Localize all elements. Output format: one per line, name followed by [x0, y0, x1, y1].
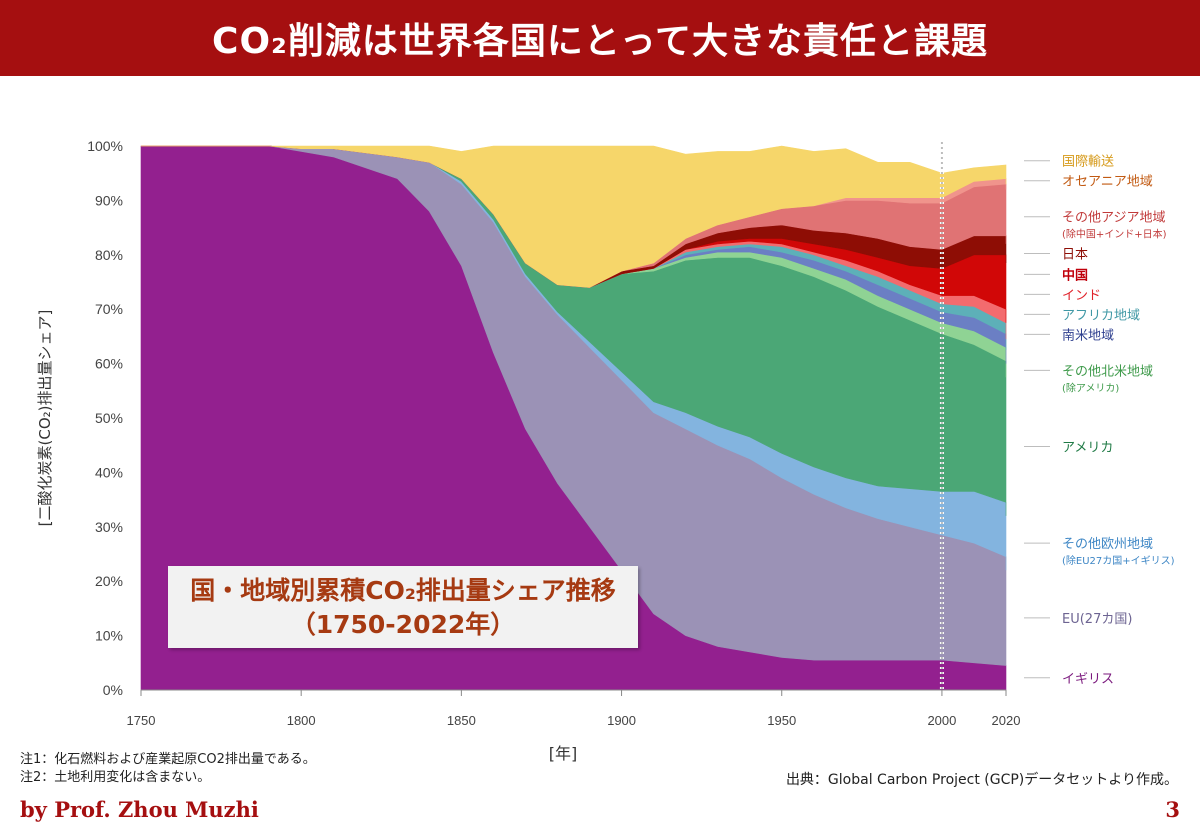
- legend-label: 南米地域: [1062, 327, 1114, 343]
- footnotes: 注1：化石燃料および産業起原CO2排出量である。 注2：土地利用変化は含まない。: [20, 751, 316, 787]
- legend-sublabel: (除アメリカ): [1062, 381, 1119, 394]
- legend-label: イギリス: [1062, 672, 1114, 687]
- y-tick-label: 50%: [95, 410, 123, 426]
- y-tick-label: 10%: [95, 628, 123, 644]
- y-tick-label: 70%: [95, 301, 123, 317]
- source-note: 出典：Global Carbon Project (GCP)データセットより作成…: [785, 772, 1178, 788]
- slide-title: CO₂削減は世界各国にとって大きな責任と課題: [212, 21, 988, 62]
- y-tick-label: 30%: [95, 519, 123, 535]
- note-2: 注2：土地利用変化は含まない。: [20, 770, 211, 785]
- y-tick-label: 0%: [103, 682, 123, 698]
- area-layers: [140, 145, 1007, 691]
- legend-label: 中国: [1062, 267, 1088, 283]
- legend-label: アフリカ地域: [1062, 308, 1140, 323]
- title-bar: CO₂削減は世界各国にとって大きな責任と課題: [0, 0, 1200, 76]
- legend-label: その他北米地域: [1062, 364, 1153, 379]
- x-axis-title: [年]: [549, 744, 578, 763]
- legend-label: アメリカ: [1062, 441, 1113, 456]
- x-tick-label: 2020: [992, 713, 1021, 728]
- axes: 0% 10% 20% 30% 40% 50% 60% 70% 80% 90% 100% 1750 180…: [36, 138, 1020, 763]
- x-tick-label: 1800: [287, 713, 316, 728]
- y-axis-title: [二酸化炭素(CO₂)排出量シェア]: [36, 310, 54, 527]
- legend-label: EU(27カ国): [1062, 612, 1132, 627]
- x-tick-label: 1900: [607, 713, 636, 728]
- legend-label: オセアニア地域: [1062, 175, 1153, 190]
- y-tick-label: 80%: [95, 247, 123, 263]
- page-number: 3: [1165, 797, 1180, 822]
- x-tick-label: 1750: [127, 713, 156, 728]
- chart-caption-box: 国・地域別累積CO₂排出量シェア推移 （1750-2022年）: [168, 566, 638, 648]
- x-tick-label: 1850: [447, 713, 476, 728]
- y-tick-label: 60%: [95, 356, 123, 372]
- y-tick-label: 90%: [95, 192, 123, 208]
- x-tick-label: 1950: [767, 713, 796, 728]
- area-12: [141, 145, 1007, 288]
- legend-sublabel: (除中国+インド+日本): [1062, 228, 1167, 241]
- note-1: 注1：化石燃料および産業起原CO2排出量である。: [20, 752, 316, 767]
- legend-sublabel: (除EU27カ国+イギリス): [1062, 554, 1175, 567]
- y-tick-label: 40%: [95, 464, 123, 480]
- chart-caption-title: 国・地域別累積CO₂排出量シェア推移: [190, 576, 616, 605]
- author-byline: by Prof. Zhou Muzhi: [20, 797, 259, 822]
- legend: イギリス EU(27カ国) その他欧州地域 (除EU27カ国+イギリス) アメリカ その他…: [1024, 155, 1175, 687]
- legend-label: 日本: [1062, 247, 1088, 262]
- legend-label: その他アジア地域: [1062, 211, 1165, 226]
- x-tick-label: 2000: [927, 713, 956, 728]
- legend-label: 国際輸送: [1062, 155, 1114, 170]
- legend-label: インド: [1062, 288, 1101, 303]
- y-tick-label: 20%: [95, 573, 123, 589]
- chart-caption-range: （1750-2022年）: [290, 610, 516, 639]
- legend-label: その他欧州地域: [1062, 537, 1153, 552]
- y-tick-label: 100%: [87, 138, 123, 154]
